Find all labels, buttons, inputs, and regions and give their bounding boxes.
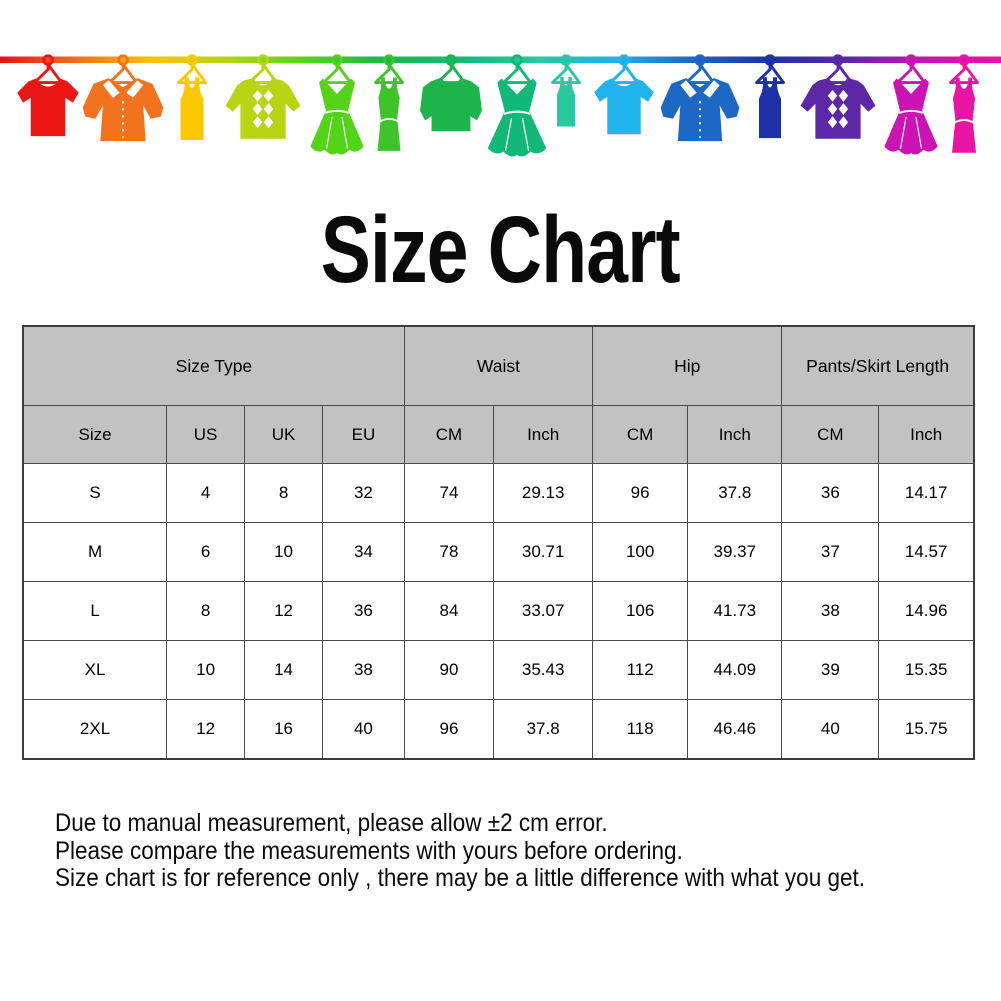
table-cell: 2XL <box>22 699 168 760</box>
argyle-sweater-icon <box>800 54 876 139</box>
table-cell: 10 <box>166 640 246 700</box>
table-cell: 35.43 <box>493 640 594 700</box>
dress-icon <box>309 54 365 156</box>
table-cell: 30.71 <box>493 522 594 582</box>
table-cell: 96 <box>592 463 689 523</box>
table-cell: 37 <box>781 522 880 582</box>
shirt-icon <box>81 54 165 143</box>
tank-top-icon <box>551 54 581 127</box>
table-cell: S <box>22 463 168 523</box>
column-header-cell: CM <box>592 405 689 464</box>
tshirt-icon <box>17 54 79 137</box>
table-cell: 14.17 <box>878 463 975 523</box>
column-header-cell: Inch <box>878 405 975 464</box>
table-cell: 39 <box>781 640 880 700</box>
table-cell: 12 <box>244 581 324 641</box>
table-cell: L <box>22 581 168 641</box>
tank-dress-icon <box>949 54 979 154</box>
column-header-cell: UK <box>244 405 324 464</box>
tshirt-icon <box>594 54 654 135</box>
argyle-sweater-icon <box>225 54 301 139</box>
column-header-cell: Inch <box>493 405 594 464</box>
dress-icon <box>486 54 548 158</box>
table-cell: 15.35 <box>878 640 975 700</box>
size-table: Size Type Waist Hip Pants/Skirt Length Size U… <box>22 325 975 760</box>
page-title-text: Size Chart <box>320 197 681 303</box>
table-row: 2XL 12 16 40 96 37.8 118 46.46 40 15.75 <box>22 699 975 760</box>
table-row: S 4 8 32 74 29.13 96 37.8 36 14.17 <box>22 463 975 523</box>
table-cell: 15.75 <box>878 699 975 760</box>
column-header-cell: Size <box>22 405 168 464</box>
table-cell: 40 <box>322 699 405 760</box>
column-header-cell: US <box>166 405 246 464</box>
table-group-header-row: Size Type Waist Hip Pants/Skirt Length <box>22 325 975 406</box>
table-cell: 16 <box>244 699 324 760</box>
table-cell: 41.73 <box>687 581 783 641</box>
table-cell: 100 <box>592 522 689 582</box>
table-row: M 6 10 34 78 30.71 100 39.37 37 14.57 <box>22 522 975 582</box>
sweater-icon <box>420 54 482 132</box>
table-cell: 37.8 <box>493 699 594 760</box>
shirt-icon <box>659 54 741 143</box>
group-header-cell: Hip <box>592 325 783 406</box>
table-cell: 36 <box>322 581 405 641</box>
note-line: Size chart is for reference only , there… <box>55 864 865 892</box>
table-cell: 38 <box>781 581 880 641</box>
rainbow-line <box>0 56 1001 63</box>
group-header-cell: Waist <box>403 325 594 406</box>
table-cell: 90 <box>403 640 495 700</box>
column-header-cell: CM <box>403 405 495 464</box>
page-title: Size Chart <box>0 196 1001 305</box>
table-cell: 106 <box>592 581 689 641</box>
table-cell: 12 <box>166 699 246 760</box>
table-cell: 96 <box>403 699 495 760</box>
table-cell: 33.07 <box>493 581 594 641</box>
table-cell: 118 <box>592 699 689 760</box>
table-row: L 8 12 36 84 33.07 106 41.73 38 14.96 <box>22 581 975 641</box>
table-cell: 44.09 <box>687 640 783 700</box>
table-cell: 78 <box>403 522 495 582</box>
table-cell: 14 <box>244 640 324 700</box>
table-cell: 14.96 <box>878 581 975 641</box>
table-cell: 46.46 <box>687 699 783 760</box>
table-cell: 74 <box>403 463 495 523</box>
table-cell: 6 <box>166 522 246 582</box>
table-cell: 40 <box>781 699 880 760</box>
table-cell: 10 <box>244 522 324 582</box>
table-cell: 32 <box>322 463 405 523</box>
table-cell: 37.8 <box>687 463 783 523</box>
tank-top-icon <box>177 54 207 141</box>
clothes-line-banner <box>0 54 1001 158</box>
table-cell: 112 <box>592 640 689 700</box>
dress-icon <box>883 54 939 156</box>
table-cell: 29.13 <box>493 463 594 523</box>
measurement-notes: Due to manual measurement, please allow … <box>55 809 955 893</box>
table-cell: M <box>22 522 168 582</box>
column-header-cell: Inch <box>687 405 783 464</box>
table-cell: 4 <box>166 463 246 523</box>
group-header-cell: Size Type <box>22 325 405 406</box>
table-cell: 39.37 <box>687 522 783 582</box>
column-header-cell: EU <box>322 405 405 464</box>
group-header-cell: Pants/Skirt Length <box>781 325 975 406</box>
column-header-cell: CM <box>781 405 880 464</box>
table-cell: 34 <box>322 522 405 582</box>
table-cell: 14.57 <box>878 522 975 582</box>
tank-dress-icon <box>374 54 404 152</box>
table-cell: 38 <box>322 640 405 700</box>
table-cell: 36 <box>781 463 880 523</box>
table-column-header-row: Size US UK EU CM Inch CM Inch CM Inch <box>22 405 975 464</box>
tank-top-icon <box>755 54 785 139</box>
table-cell: 84 <box>403 581 495 641</box>
note-line: Due to manual measurement, please allow … <box>55 809 608 837</box>
table-cell: XL <box>22 640 168 700</box>
table-cell: 8 <box>166 581 246 641</box>
note-line: Please compare the measurements with you… <box>55 836 683 865</box>
table-cell: 8 <box>244 463 324 523</box>
table-row: XL 10 14 38 90 35.43 112 44.09 39 15.35 <box>22 640 975 700</box>
